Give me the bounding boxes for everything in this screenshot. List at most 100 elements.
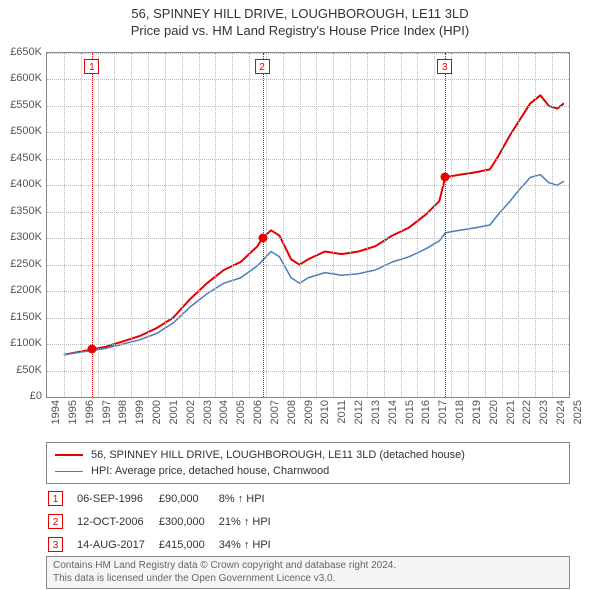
- x-tick-label: 2009: [303, 400, 315, 430]
- gridline-v: [182, 53, 183, 397]
- gridline-v: [485, 53, 486, 397]
- x-tick-label: 2025: [572, 400, 584, 430]
- x-tick-label: 2020: [488, 400, 500, 430]
- x-tick-label: 2014: [387, 400, 399, 430]
- x-tick-label: 2007: [269, 400, 281, 430]
- x-tick-label: 2004: [218, 400, 230, 430]
- event-delta-0: 8% ↑ HPI: [219, 488, 283, 509]
- x-tick-label: 2024: [555, 400, 567, 430]
- chart-plot-area: 1 2 3: [46, 52, 570, 398]
- event-date-0: 06-SEP-1996: [77, 488, 157, 509]
- gridline-v: [64, 53, 65, 397]
- attribution-line2: This data is licensed under the Open Gov…: [53, 573, 563, 586]
- gridline-v: [502, 53, 503, 397]
- gridline-v: [232, 53, 233, 397]
- gridline-h: [47, 265, 569, 266]
- gridline-v: [552, 53, 553, 397]
- y-tick-label: £600K: [0, 72, 42, 84]
- gridline-v: [451, 53, 452, 397]
- gridline-v: [468, 53, 469, 397]
- x-tick-label: 2012: [353, 400, 365, 430]
- x-tick-label: 2023: [538, 400, 550, 430]
- event-point-1: [88, 345, 97, 354]
- event-row-2: 3 14-AUG-2017 £415,000 34% ↑ HPI: [48, 534, 283, 555]
- y-tick-label: £500K: [0, 125, 42, 137]
- attribution-line1: Contains HM Land Registry data © Crown c…: [53, 560, 563, 573]
- events-table: 1 06-SEP-1996 £90,000 8% ↑ HPI 2 12-OCT-…: [46, 486, 285, 557]
- x-tick-label: 2016: [420, 400, 432, 430]
- event-price-2: £415,000: [159, 534, 217, 555]
- gridline-v: [367, 53, 368, 397]
- x-tick-label: 2018: [454, 400, 466, 430]
- legend-swatch-1: [55, 471, 83, 472]
- y-tick-label: £450K: [0, 152, 42, 164]
- y-tick-label: £250K: [0, 258, 42, 270]
- gridline-h: [47, 106, 569, 107]
- y-tick-label: £300K: [0, 231, 42, 243]
- x-tick-label: 2015: [404, 400, 416, 430]
- event-delta-2: 34% ↑ HPI: [219, 534, 283, 555]
- x-tick-label: 2002: [185, 400, 197, 430]
- gridline-h: [47, 318, 569, 319]
- x-tick-label: 2003: [202, 400, 214, 430]
- gridline-v: [350, 53, 351, 397]
- gridline-h: [47, 238, 569, 239]
- gridline-v: [266, 53, 267, 397]
- x-tick-label: 2019: [471, 400, 483, 430]
- event-price-0: £90,000: [159, 488, 217, 509]
- gridline-h: [47, 185, 569, 186]
- x-tick-label: 2006: [252, 400, 264, 430]
- event-price-1: £300,000: [159, 511, 217, 532]
- x-tick-label: 2001: [168, 400, 180, 430]
- x-tick-label: 2011: [336, 400, 348, 430]
- x-tick-label: 2000: [151, 400, 163, 430]
- event-marker-3: 3: [437, 59, 452, 74]
- y-tick-label: £550K: [0, 99, 42, 111]
- y-tick-label: £0: [0, 390, 42, 402]
- event-id-box-1: 2: [48, 514, 63, 529]
- x-tick-label: 2010: [319, 400, 331, 430]
- event-id-box-2: 3: [48, 537, 63, 552]
- legend-row-1: HPI: Average price, detached house, Char…: [55, 463, 561, 479]
- gridline-h: [47, 53, 569, 54]
- y-tick-label: £150K: [0, 311, 42, 323]
- gridline-v: [333, 53, 334, 397]
- event-point-2: [258, 234, 267, 243]
- gridline-v: [148, 53, 149, 397]
- title-sub: Price paid vs. HM Land Registry's House …: [0, 23, 600, 40]
- gridline-h: [47, 291, 569, 292]
- gridline-v: [316, 53, 317, 397]
- gridline-v: [535, 53, 536, 397]
- gridline-v: [114, 53, 115, 397]
- x-tick-label: 1999: [134, 400, 146, 430]
- gridline-v: [300, 53, 301, 397]
- event-date-2: 14-AUG-2017: [77, 534, 157, 555]
- gridline-v: [417, 53, 418, 397]
- event-delta-1: 21% ↑ HPI: [219, 511, 283, 532]
- chart-lines-svg: [47, 53, 569, 397]
- legend-box: 56, SPINNEY HILL DRIVE, LOUGHBOROUGH, LE…: [46, 442, 570, 484]
- event-marker-2: 2: [255, 59, 270, 74]
- x-tick-label: 2013: [370, 400, 382, 430]
- gridline-v: [131, 53, 132, 397]
- y-tick-label: £400K: [0, 178, 42, 190]
- attribution-box: Contains HM Land Registry data © Crown c…: [46, 556, 570, 589]
- gridline-v: [518, 53, 519, 397]
- gridline-v: [199, 53, 200, 397]
- gridline-v: [401, 53, 402, 397]
- x-tick-label: 2017: [437, 400, 449, 430]
- legend-label-1: HPI: Average price, detached house, Char…: [91, 465, 329, 477]
- event-row-0: 1 06-SEP-1996 £90,000 8% ↑ HPI: [48, 488, 283, 509]
- gridline-v: [215, 53, 216, 397]
- gridline-v: [165, 53, 166, 397]
- legend-row-0: 56, SPINNEY HILL DRIVE, LOUGHBOROUGH, LE…: [55, 447, 561, 463]
- title-main: 56, SPINNEY HILL DRIVE, LOUGHBOROUGH, LE…: [0, 6, 600, 23]
- gridline-v: [384, 53, 385, 397]
- gridline-v: [98, 53, 99, 397]
- gridline-v: [434, 53, 435, 397]
- gridline-h: [47, 79, 569, 80]
- x-tick-label: 2021: [505, 400, 517, 430]
- event-line-2: [263, 53, 264, 397]
- event-marker-1: 1: [84, 59, 99, 74]
- x-tick-label: 1997: [101, 400, 113, 430]
